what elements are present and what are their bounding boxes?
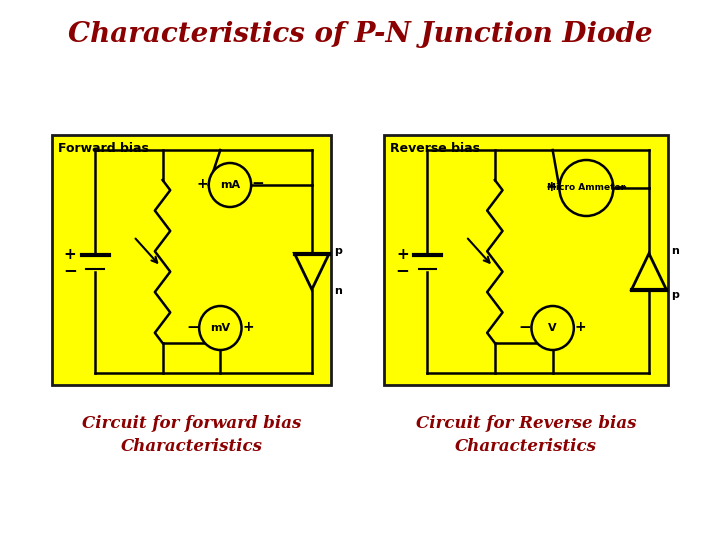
Text: mV: mV bbox=[210, 323, 230, 333]
Text: Circuit for Reverse bias
Characteristics: Circuit for Reverse bias Characteristics bbox=[416, 415, 636, 455]
Polygon shape bbox=[294, 253, 329, 289]
Text: +: + bbox=[243, 320, 254, 334]
Circle shape bbox=[559, 160, 613, 216]
Text: −: − bbox=[518, 320, 531, 334]
Text: +: + bbox=[575, 320, 586, 334]
Text: −: − bbox=[63, 261, 77, 280]
Text: +: + bbox=[396, 247, 409, 262]
Text: p: p bbox=[334, 246, 342, 256]
Text: Characteristics of P-N Junction Diode: Characteristics of P-N Junction Diode bbox=[68, 22, 652, 49]
Text: Circuit for forward bias
Characteristics: Circuit for forward bias Characteristics bbox=[82, 415, 301, 455]
Text: +: + bbox=[63, 247, 76, 262]
Text: V: V bbox=[549, 323, 557, 333]
Bar bbox=[52, 135, 331, 385]
Text: mA: mA bbox=[220, 180, 240, 190]
Text: Reverse bias: Reverse bias bbox=[390, 143, 480, 156]
Text: −: − bbox=[395, 261, 409, 280]
Text: n: n bbox=[671, 246, 679, 256]
Circle shape bbox=[199, 306, 241, 350]
Text: −: − bbox=[251, 177, 264, 192]
Text: n: n bbox=[334, 287, 342, 296]
Text: Forward bias: Forward bias bbox=[58, 143, 148, 156]
Text: −: − bbox=[186, 320, 199, 334]
Bar bbox=[384, 135, 668, 385]
Circle shape bbox=[531, 306, 574, 350]
Text: Micro Ammeter: Micro Ammeter bbox=[547, 184, 626, 192]
Text: −: − bbox=[615, 179, 627, 194]
Polygon shape bbox=[631, 253, 666, 289]
Text: +: + bbox=[197, 177, 208, 191]
Circle shape bbox=[209, 163, 251, 207]
Text: +: + bbox=[546, 180, 557, 194]
Text: p: p bbox=[671, 289, 679, 300]
